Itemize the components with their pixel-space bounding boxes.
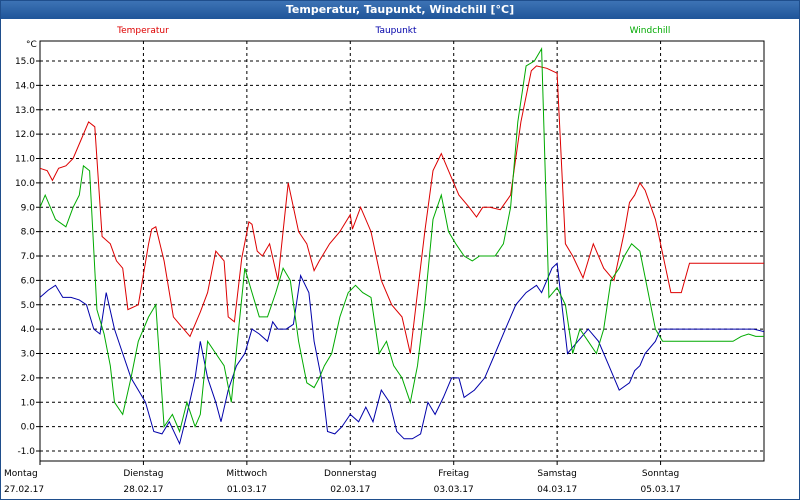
y-tick-label: 15.0 [15,57,35,67]
x-tick-date: 27.02.17 [4,485,44,495]
x-tick-date: 04.03.17 [537,485,577,495]
y-tick-label: 8.0 [21,228,36,238]
series-line-windchill [39,47,764,434]
x-axis: Montag 27.02.17 Dienstag 28.02.17 Mittwoch 01… [4,461,681,495]
y-axis-unit-label: °C [26,40,37,50]
y-tick-label: 10.0 [15,179,35,189]
x-tick-weekday: Donnerstag [324,469,377,479]
y-tick-label: 11.0 [15,155,35,165]
y-tick-label: 9.0 [21,203,36,213]
x-tick-weekday: Sonntag [642,469,679,479]
x-tick-weekday: Mittwoch [226,469,267,479]
y-tick-label: -1.0 [17,447,35,457]
y-tick-label: 0.0 [21,423,36,433]
y-tick-label: 12.0 [15,130,35,140]
legend-label-temperatur: Temperatur [116,26,169,36]
plot-frame [39,40,765,462]
y-tick-label: 2.0 [21,374,36,384]
x-tick-weekday: Samstag [537,469,576,479]
y-tick-label: 14.0 [15,81,35,91]
y-tick-label: 5.0 [21,301,36,311]
y-tick-label: 1.0 [21,398,36,408]
legend-label-windchill: Windchill [630,26,671,36]
legend: Temperatur Taupunkt Windchill [116,26,670,36]
x-tick-date: 02.03.17 [330,485,370,495]
x-tick-date: 01.03.17 [227,485,267,495]
x-tick-weekday: Freitag [438,469,469,479]
y-tick-label: 6.0 [21,276,36,286]
y-tick-label: 7.0 [21,252,36,262]
x-tick-date: 05.03.17 [641,485,681,495]
y-tick-label: 4.0 [21,325,36,335]
x-tick-date: 28.02.17 [123,485,163,495]
y-axis: -1.0 0.0 1.0 2.0 3.0 4.0 5.0 6.0 7.0 8.0 9.0 10.0 11… [15,57,40,457]
x-tick-date: 03.03.17 [434,485,474,495]
legend-label-taupunkt: Taupunkt [374,26,417,36]
chart-title: Temperatur, Taupunkt, Windchill [°C] [1,1,799,19]
series-line-temperatur [39,65,764,354]
y-tick-label: 3.0 [21,350,36,360]
series-lines [39,47,765,446]
x-tick-weekday: Dienstag [123,469,163,479]
x-tick-weekday: Montag [4,469,38,479]
series-line-taupunkt [39,262,765,446]
y-tick-label: 13.0 [15,106,35,116]
